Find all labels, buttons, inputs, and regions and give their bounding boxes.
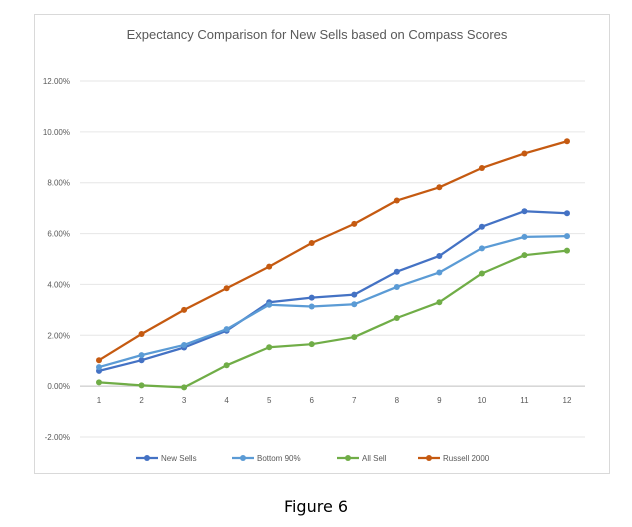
y-tick-label: 12.00% bbox=[43, 77, 70, 86]
legend-marker bbox=[426, 455, 432, 461]
y-tick-label: 10.00% bbox=[43, 128, 70, 137]
series-line-all-sell bbox=[98, 249, 568, 389]
y-tick-label: -2.00% bbox=[45, 433, 70, 442]
data-point bbox=[478, 164, 485, 171]
data-point bbox=[223, 285, 230, 292]
legend-label: New Sells bbox=[161, 454, 197, 463]
chart-frame: Expectancy Comparison for New Sells base… bbox=[34, 14, 610, 474]
data-point bbox=[223, 326, 230, 333]
series-line-russell-2000 bbox=[98, 140, 568, 362]
data-point bbox=[308, 294, 315, 301]
data-point bbox=[351, 291, 358, 298]
chart-title: Expectancy Comparison for New Sells base… bbox=[127, 27, 508, 42]
data-point bbox=[308, 303, 315, 310]
data-point bbox=[266, 344, 273, 351]
series-line-bottom-90 bbox=[98, 234, 568, 369]
legend-entry: New Sells bbox=[136, 454, 197, 463]
legend-entry: All Sell bbox=[337, 454, 387, 463]
data-point bbox=[181, 341, 188, 348]
data-point bbox=[564, 233, 570, 240]
data-point bbox=[223, 362, 230, 369]
data-point bbox=[564, 210, 570, 217]
data-point bbox=[564, 247, 570, 254]
y-tick-label: 2.00% bbox=[47, 331, 70, 340]
legend-marker bbox=[144, 455, 150, 461]
data-point bbox=[393, 314, 400, 321]
legend-entry: Bottom 90% bbox=[232, 454, 301, 463]
data-point bbox=[181, 306, 188, 313]
x-tick-label: 6 bbox=[310, 396, 315, 405]
x-tick-label: 7 bbox=[352, 396, 357, 405]
x-tick-label: 12 bbox=[563, 396, 572, 405]
legend-marker bbox=[345, 455, 351, 461]
data-point bbox=[138, 331, 145, 338]
series-bottom-90 bbox=[96, 233, 570, 371]
data-point bbox=[478, 270, 485, 277]
legend-label: Bottom 90% bbox=[257, 454, 301, 463]
x-tick-label: 9 bbox=[437, 396, 442, 405]
figure-caption: Figure 6 bbox=[283, 497, 349, 516]
data-point bbox=[564, 138, 570, 145]
series-russell-2000 bbox=[96, 138, 570, 364]
series-all-sell bbox=[96, 247, 570, 391]
data-point bbox=[138, 382, 145, 389]
data-point bbox=[436, 269, 443, 276]
data-point bbox=[436, 184, 443, 191]
x-tick-label: 11 bbox=[520, 396, 529, 405]
series-line-new-sells bbox=[98, 210, 568, 372]
data-point bbox=[393, 283, 400, 290]
y-tick-label: 0.00% bbox=[47, 382, 70, 391]
data-point bbox=[393, 268, 400, 275]
x-tick-label: 3 bbox=[182, 396, 187, 405]
data-point bbox=[96, 379, 102, 386]
data-point bbox=[521, 150, 528, 157]
data-point bbox=[521, 233, 528, 240]
legend-marker bbox=[240, 455, 246, 461]
data-point bbox=[266, 301, 273, 308]
x-tick-label: 8 bbox=[395, 396, 400, 405]
data-point bbox=[96, 357, 102, 364]
data-point bbox=[308, 341, 315, 348]
legend-entry: Russell 2000 bbox=[418, 454, 490, 463]
data-point bbox=[308, 239, 315, 246]
data-point bbox=[138, 357, 145, 364]
data-point bbox=[521, 208, 528, 215]
data-point bbox=[478, 223, 485, 230]
y-tick-label: 8.00% bbox=[47, 179, 70, 188]
data-point bbox=[521, 252, 528, 259]
line-chart: Expectancy Comparison for New Sells base… bbox=[43, 27, 585, 463]
legend-label: Russell 2000 bbox=[443, 454, 490, 463]
y-tick-label: 4.00% bbox=[47, 280, 70, 289]
x-tick-label: 2 bbox=[139, 396, 144, 405]
x-tick-label: 10 bbox=[477, 396, 486, 405]
data-point bbox=[351, 220, 358, 227]
data-point bbox=[436, 252, 443, 259]
data-point bbox=[181, 384, 188, 391]
data-point bbox=[266, 263, 273, 270]
data-point bbox=[478, 245, 485, 252]
x-tick-label: 1 bbox=[97, 396, 102, 405]
data-point bbox=[393, 197, 400, 204]
data-point bbox=[351, 334, 358, 341]
y-tick-label: 6.00% bbox=[47, 230, 70, 239]
data-point bbox=[436, 299, 443, 306]
legend-label: All Sell bbox=[362, 454, 387, 463]
data-point bbox=[138, 352, 145, 359]
x-tick-label: 4 bbox=[224, 396, 229, 405]
data-point bbox=[96, 364, 102, 371]
data-point bbox=[351, 301, 358, 308]
x-tick-label: 5 bbox=[267, 396, 272, 405]
